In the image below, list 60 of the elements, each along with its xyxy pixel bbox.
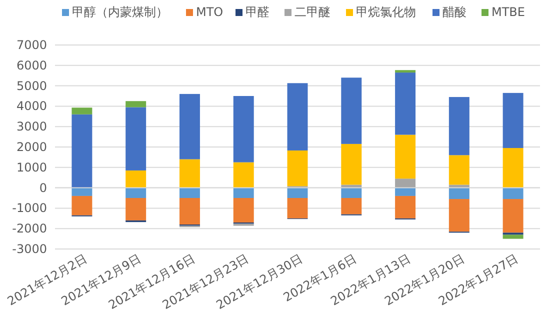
y-tick-label: 0 [39,180,47,195]
legend-label: 二甲醚 [294,5,330,19]
bar [179,198,200,225]
y-tick-label: -3000 [12,242,47,256]
bar [179,94,200,160]
bar [233,198,254,222]
bar [126,101,146,108]
y-tick-label: 2000 [16,140,47,154]
bar [341,188,362,198]
bar [502,148,524,188]
y-tick-label: 6000 [16,58,47,72]
bar [448,97,470,156]
bar [72,108,92,114]
bar [287,198,308,218]
bar [126,107,146,170]
bar [341,144,362,185]
bar [72,196,92,216]
bar [502,188,524,200]
bar [287,83,308,150]
bar [502,234,524,239]
bar [448,155,470,185]
bar [287,150,308,186]
y-tick-label: 7000 [16,38,47,52]
bar [126,188,146,198]
legend-label: 甲烷氯化物 [356,5,416,19]
legend-label: 醋酸 [442,5,466,19]
bar [287,188,308,198]
legend-label: MTBE [492,5,525,19]
legend-label: 甲醇（内蒙煤制） [72,5,168,19]
bar [395,72,416,135]
bar [233,96,254,162]
bar [179,159,200,188]
bar [395,178,416,188]
bar [395,134,416,179]
legend-label: MTO [196,5,224,19]
y-tick-label: 3000 [16,120,47,134]
bar [448,184,470,188]
bar [341,78,362,144]
y-tick-label: 1000 [16,160,47,174]
y-tick-label: -2000 [12,222,47,236]
bar [448,199,470,232]
bar [341,198,362,214]
bar [395,70,416,73]
bar [233,188,254,198]
bar [126,198,146,220]
bar [72,114,92,188]
bar [233,162,254,188]
bar [72,188,92,196]
bar [502,199,524,233]
bar [126,170,146,188]
y-tick-label: 4000 [16,99,47,114]
bar [502,92,524,148]
y-tick-label: 5000 [16,78,47,93]
bar [179,188,200,198]
legend-label: 甲醛 [246,5,270,19]
bar [395,188,416,196]
bar [395,196,416,218]
y-tick-label: -1000 [12,201,47,216]
bar [341,184,362,188]
bar [448,188,470,200]
